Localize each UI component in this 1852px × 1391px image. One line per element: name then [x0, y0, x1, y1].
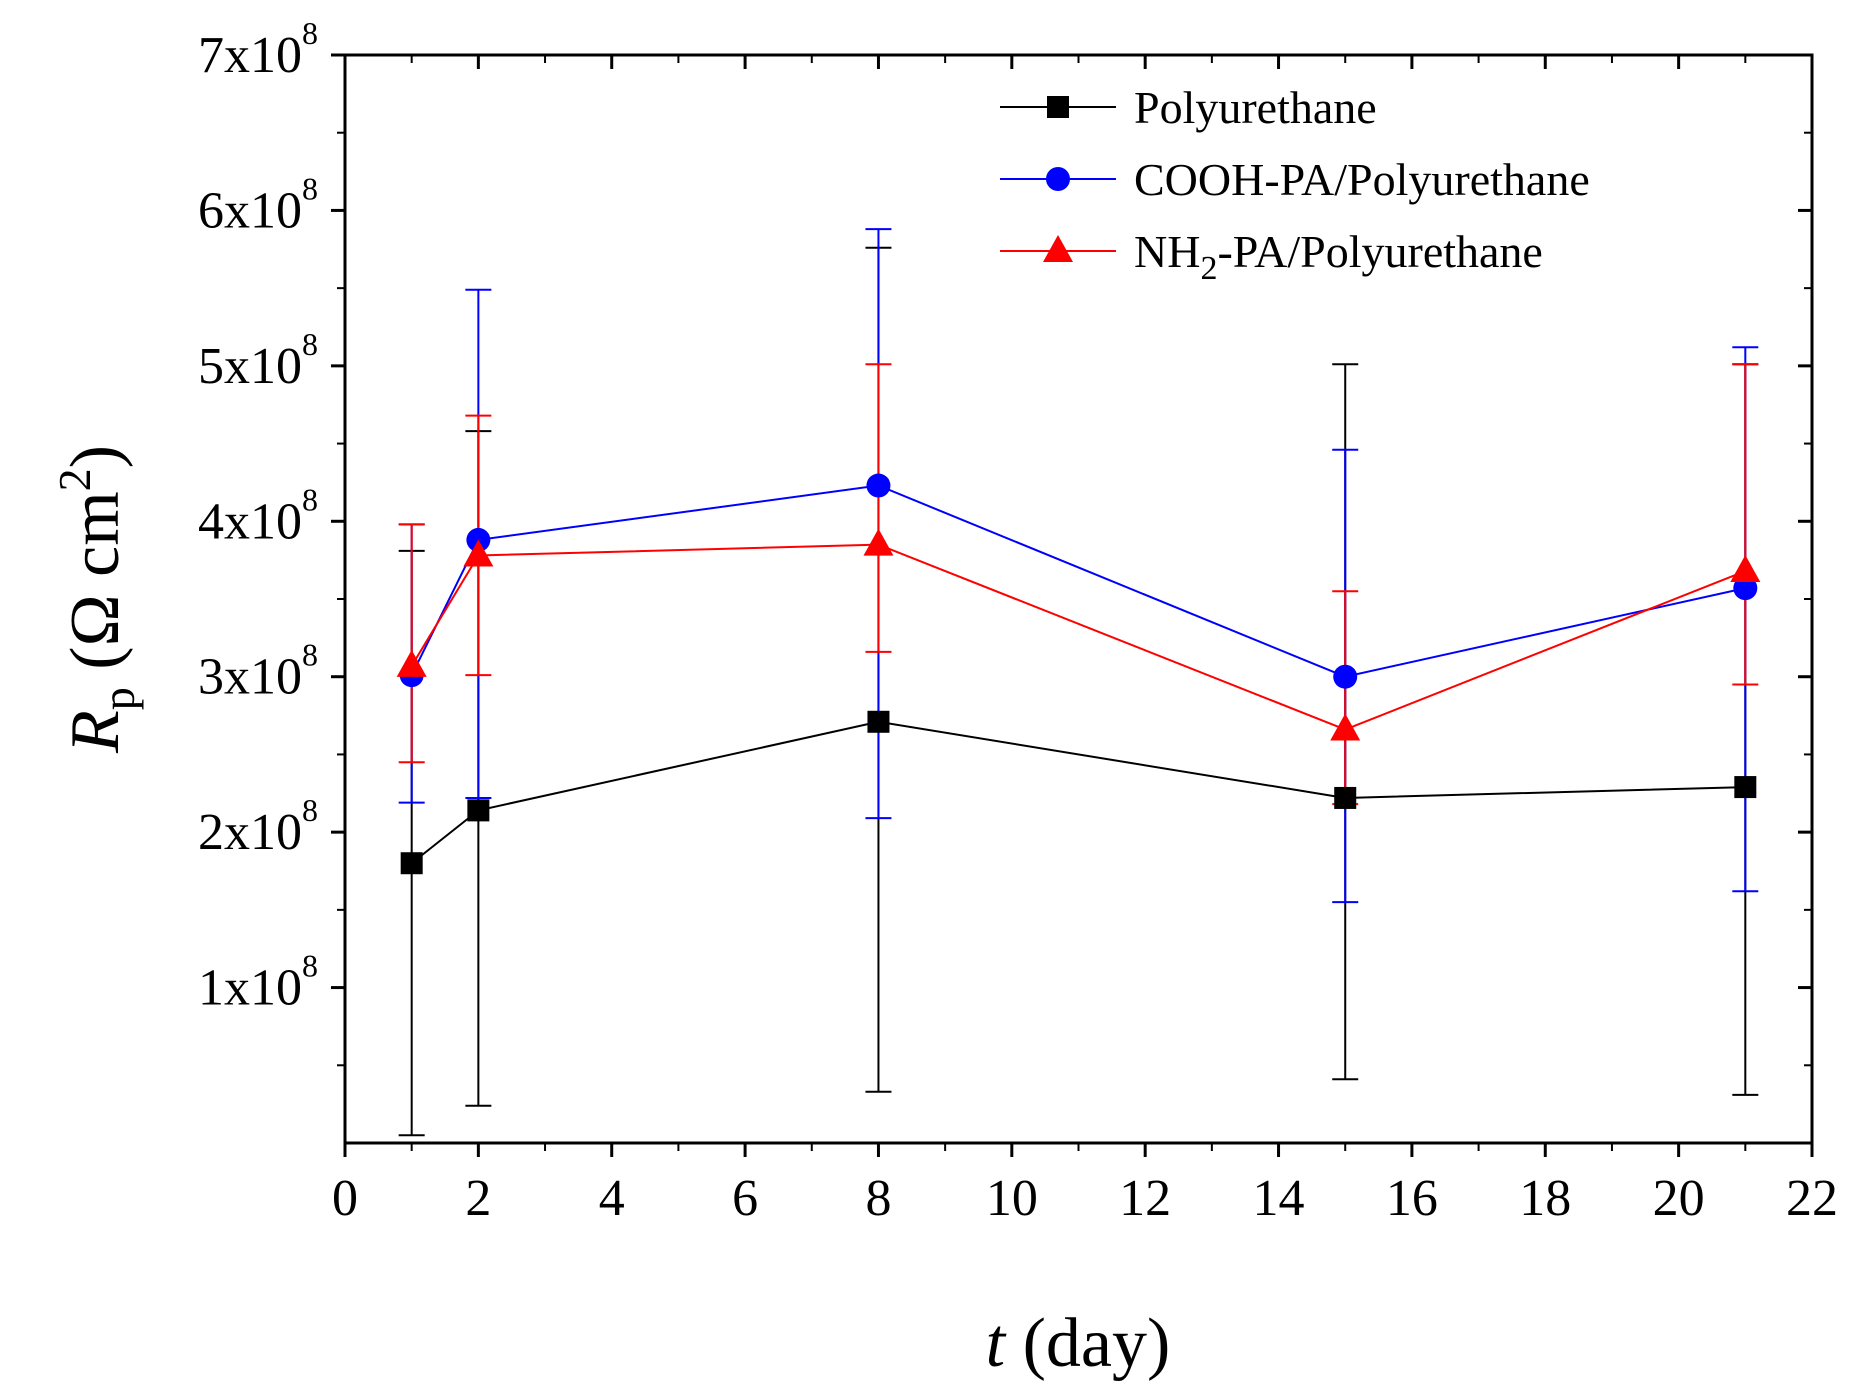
- y-axis-var: R: [57, 710, 134, 754]
- data-point: [1334, 786, 1357, 809]
- legend-marker: [1043, 235, 1073, 262]
- y-tick-mantissa: 1x10: [198, 960, 302, 1017]
- y-tick-exponent: 8: [302, 15, 318, 51]
- data-point: [866, 473, 891, 498]
- series-line: [410, 543, 1746, 731]
- y-tick-label: 1x108: [198, 948, 318, 1017]
- y-tick-label: 2x108: [198, 792, 318, 861]
- y-tick-exponent: 8: [302, 637, 318, 673]
- x-tick-label: 8: [865, 1170, 891, 1227]
- data-point: [1330, 713, 1361, 741]
- data-point: [463, 539, 494, 567]
- y-tick-mantissa: 4x10: [198, 493, 302, 550]
- y-tick-mantissa: 5x10: [198, 338, 302, 395]
- x-tick-label: 2: [465, 1170, 491, 1227]
- y-tick-exponent: 8: [302, 170, 318, 206]
- y-tick-label: 4x108: [198, 481, 318, 550]
- y-axis-close: ): [57, 445, 134, 468]
- data-point: [863, 528, 894, 556]
- legend-label: NH2-PA/Polyurethane: [1134, 226, 1543, 287]
- y-tick-mantissa: 6x10: [198, 182, 302, 239]
- data-point: [1333, 664, 1358, 689]
- series-lines: [410, 484, 1746, 865]
- x-tick-label: 16: [1386, 1170, 1438, 1227]
- y-tick-mantissa: 2x10: [198, 804, 302, 861]
- series-line: [410, 484, 1746, 678]
- legend-label-subscript: 2: [1200, 250, 1217, 287]
- y-tick-mantissa: 7x10: [198, 27, 302, 84]
- y-tick-label: 6x108: [198, 170, 318, 239]
- series-markers: [396, 473, 1761, 875]
- data-point: [467, 799, 490, 822]
- y-tick-label: 7x108: [198, 15, 318, 84]
- y-tick-exponent: 8: [302, 481, 318, 517]
- axes: 0 2 4 6 8 10 12 14 16 18 20 221x1082x1083x1084x1085…: [49, 15, 1838, 1382]
- x-axis-var: t: [986, 1305, 1007, 1382]
- legend-label: Polyurethane: [1134, 82, 1377, 133]
- y-axis-unit: (Ω cm: [57, 491, 134, 687]
- y-tick-mantissa: 3x10: [198, 649, 302, 706]
- x-tick-label: 12: [1119, 1170, 1171, 1227]
- x-tick-label: 4: [599, 1170, 625, 1227]
- y-tick-exponent: 8: [302, 792, 318, 828]
- x-tick-label: 10: [986, 1170, 1038, 1227]
- data-point: [1730, 555, 1761, 583]
- y-tick-exponent: 8: [302, 326, 318, 362]
- x-tick-label: 14: [1253, 1170, 1305, 1227]
- legend-label-part: NH: [1134, 226, 1200, 277]
- x-tick-label: 6: [732, 1170, 758, 1227]
- data-point: [1733, 576, 1758, 601]
- y-tick-exponent: 8: [302, 948, 318, 984]
- y-axis-subscript: p: [93, 687, 144, 710]
- y-tick-label: 5x108: [198, 326, 318, 395]
- series-line: [411, 720, 1746, 865]
- data-point: [396, 649, 427, 677]
- data-point: [1734, 776, 1757, 799]
- y-axis-title: Rp (Ω cm2): [49, 445, 144, 754]
- data-point: [400, 852, 423, 875]
- x-tick-label: 18: [1519, 1170, 1571, 1227]
- legend-label: COOH-PA/Polyurethane: [1134, 154, 1590, 205]
- legend: Polyurethane COOH-PA/Polyurethane NH2-PA/P…: [1000, 82, 1590, 287]
- x-axis-title: t (day): [986, 1305, 1171, 1382]
- x-tick-label: 20: [1653, 1170, 1705, 1227]
- y-tick-label: 3x108: [198, 637, 318, 706]
- data-point: [867, 710, 890, 733]
- y-axis-superscript: 2: [49, 468, 100, 491]
- legend-label-part: -PA/Polyurethane: [1217, 226, 1542, 277]
- x-tick-label: 0: [332, 1170, 358, 1227]
- error-bars: [398, 228, 1759, 1137]
- legend-marker: [1047, 96, 1069, 118]
- x-tick-label: 22: [1786, 1170, 1838, 1227]
- x-axis-unit: (day): [1005, 1305, 1170, 1382]
- plot-frame: [343, 53, 1814, 1145]
- legend-marker: [1046, 167, 1070, 191]
